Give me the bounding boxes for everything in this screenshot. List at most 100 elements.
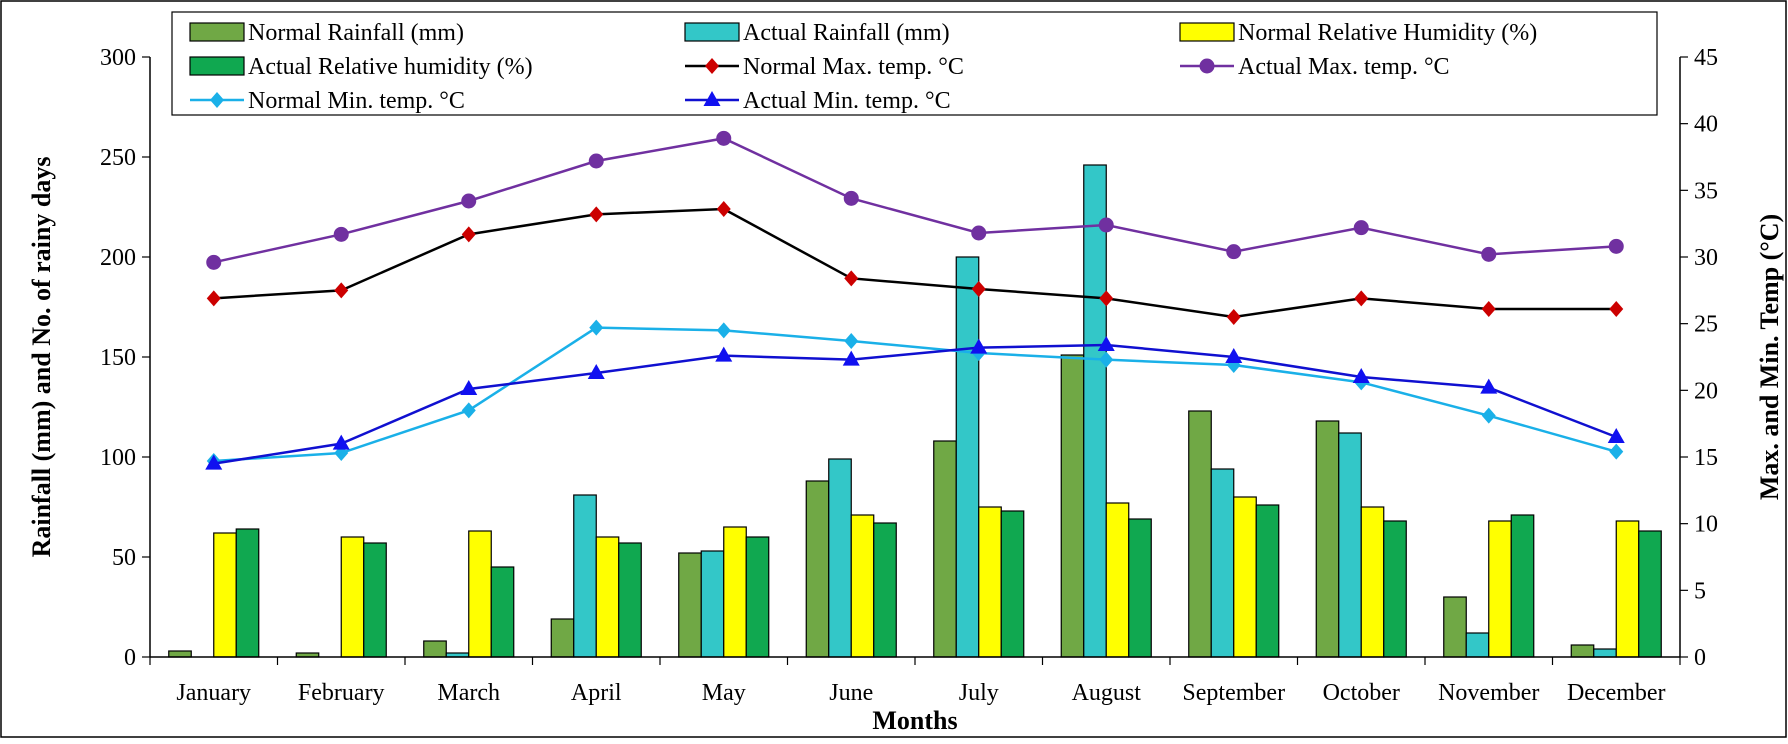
point-0-2 <box>461 226 476 243</box>
bar-3-10 <box>1510 514 1535 658</box>
left-tick-label-5: 250 <box>100 145 136 171</box>
right-tick-label-3: 15 <box>1694 445 1718 471</box>
bar-2-5 <box>850 514 875 658</box>
point-0-4 <box>716 201 731 217</box>
legend-label-6: Normal Min. temp. °C <box>248 88 465 114</box>
point-3-3 <box>587 364 605 379</box>
point-0-7 <box>1099 290 1114 307</box>
point-1-7 <box>1098 217 1114 233</box>
point-1-3 <box>588 153 604 169</box>
point-3-4 <box>715 346 733 362</box>
point-3-6 <box>970 338 988 354</box>
point-1-1 <box>333 226 349 242</box>
x-tick-label-9: October <box>1323 680 1400 706</box>
point-3-5 <box>842 350 860 366</box>
bar-3-1 <box>363 542 387 658</box>
bars-layer <box>168 164 1662 658</box>
right-tick-label-7: 35 <box>1694 178 1718 204</box>
bar-0-7 <box>1060 354 1085 658</box>
right-tick-label-4: 20 <box>1694 378 1718 404</box>
legend-marker-5 <box>1199 58 1215 74</box>
bar-1-5 <box>828 458 852 658</box>
point-0-10 <box>1481 301 1496 317</box>
bar-0-0 <box>168 650 192 658</box>
bar-3-2 <box>490 566 515 658</box>
bar-2-2 <box>468 530 492 658</box>
legend-label-2: Normal Relative Humidity (%) <box>1238 20 1537 46</box>
legend-label-1: Actual Rainfall (mm) <box>743 20 950 46</box>
right-tick-label-9: 45 <box>1694 45 1718 71</box>
left-axis-title: Rainfall (mm) and No. of rainy days <box>27 157 56 558</box>
point-0-11 <box>1609 301 1624 317</box>
right-tick-label-8: 40 <box>1694 112 1718 138</box>
point-3-7 <box>1097 336 1115 351</box>
bar-0-2 <box>423 640 447 658</box>
bar-2-3 <box>595 536 620 658</box>
x-tick-label-6: July <box>959 680 999 706</box>
x-tick-label-3: April <box>571 680 622 706</box>
line-3 <box>213 343 1617 465</box>
bar-3-9 <box>1383 520 1407 658</box>
bar-2-8 <box>1233 496 1257 658</box>
x-tick-label-1: February <box>298 680 385 706</box>
left-tick-label-3: 150 <box>100 345 136 371</box>
point-0-9 <box>1354 290 1369 307</box>
right-tick-label-0: 0 <box>1694 645 1706 671</box>
point-2-5 <box>844 333 859 349</box>
legend-label-4: Normal Max. temp. °C <box>743 54 964 80</box>
legend-swatch-2 <box>1179 22 1235 42</box>
point-1-11 <box>1608 238 1624 254</box>
right-axis-title: Max. and Min. Temp (°C) <box>1755 214 1784 500</box>
bar-0-6 <box>933 440 957 658</box>
legend-marker-7 <box>703 91 721 106</box>
point-0-6 <box>971 281 986 297</box>
point-3-8 <box>1225 348 1243 363</box>
bar-3-7 <box>1128 518 1152 658</box>
bar-1-6 <box>955 256 980 658</box>
legend-label-0: Normal Rainfall (mm) <box>248 20 464 46</box>
point-0-8 <box>1226 309 1241 325</box>
bar-2-9 <box>1360 506 1385 658</box>
left-tick-label-6: 300 <box>100 45 136 71</box>
point-1-10 <box>1481 246 1497 262</box>
x-tick-label-10: November <box>1438 680 1539 706</box>
point-1-6 <box>971 225 987 241</box>
point-0-0 <box>206 290 221 307</box>
right-tick-label-5: 25 <box>1694 312 1718 338</box>
legend: Normal Rainfall (mm) Actual Rainfall (mm)… <box>171 11 1658 116</box>
bar-1-7 <box>1083 164 1107 658</box>
line-1 <box>213 137 1617 264</box>
point-1-2 <box>461 193 477 209</box>
point-1-4 <box>716 130 732 146</box>
right-tick-label-1: 5 <box>1694 578 1706 604</box>
point-2-10 <box>1481 407 1496 424</box>
bar-0-4 <box>678 552 702 658</box>
line-2 <box>213 326 1617 463</box>
point-0-3 <box>589 206 604 223</box>
point-2-4 <box>716 322 731 339</box>
bar-1-4 <box>700 550 725 658</box>
bar-0-8 <box>1188 410 1212 658</box>
bar-1-9 <box>1338 432 1362 658</box>
point-0-5 <box>844 270 859 287</box>
x-tick-label-11: December <box>1567 680 1666 706</box>
point-1-8 <box>1226 244 1242 260</box>
line-0 <box>213 207 1617 319</box>
bar-2-11 <box>1615 520 1640 658</box>
bar-3-0 <box>235 528 260 658</box>
bar-3-11 <box>1638 530 1662 658</box>
bar-3-8 <box>1255 504 1280 658</box>
bar-0-11 <box>1570 644 1595 658</box>
point-3-9 <box>1352 368 1370 383</box>
bar-0-9 <box>1315 420 1340 658</box>
x-tick-label-7: August <box>1072 680 1142 706</box>
x-axis-title: Months <box>872 706 957 735</box>
legend-marker-6 <box>210 92 224 108</box>
point-3-1 <box>332 434 350 450</box>
legend-label-7: Actual Min. temp. °C <box>743 88 951 114</box>
bar-1-10 <box>1465 632 1490 658</box>
left-tick-label-2: 100 <box>100 445 136 471</box>
bar-2-10 <box>1488 520 1512 658</box>
bar-2-7 <box>1105 502 1130 658</box>
